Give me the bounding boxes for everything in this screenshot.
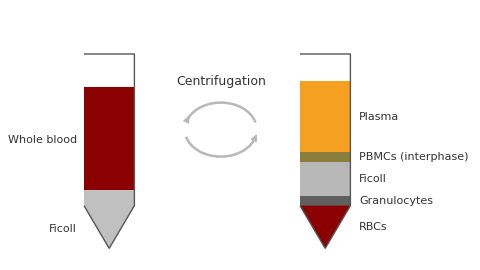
- Text: Plasma: Plasma: [359, 112, 399, 122]
- Text: Ficoll: Ficoll: [49, 224, 77, 234]
- Polygon shape: [84, 190, 134, 248]
- Polygon shape: [300, 206, 350, 248]
- Polygon shape: [300, 152, 350, 162]
- Polygon shape: [300, 162, 350, 196]
- Text: Ficoll: Ficoll: [359, 174, 387, 184]
- Text: Granulocytes: Granulocytes: [359, 196, 433, 206]
- Text: PBMCs (interphase): PBMCs (interphase): [359, 152, 468, 162]
- Polygon shape: [300, 81, 350, 152]
- Text: Whole blood: Whole blood: [8, 134, 77, 144]
- Text: RBCs: RBCs: [359, 222, 388, 232]
- Text: Centrifugation: Centrifugation: [176, 75, 266, 87]
- Polygon shape: [84, 87, 134, 190]
- Polygon shape: [84, 54, 134, 87]
- Polygon shape: [300, 196, 350, 206]
- Polygon shape: [300, 54, 350, 81]
